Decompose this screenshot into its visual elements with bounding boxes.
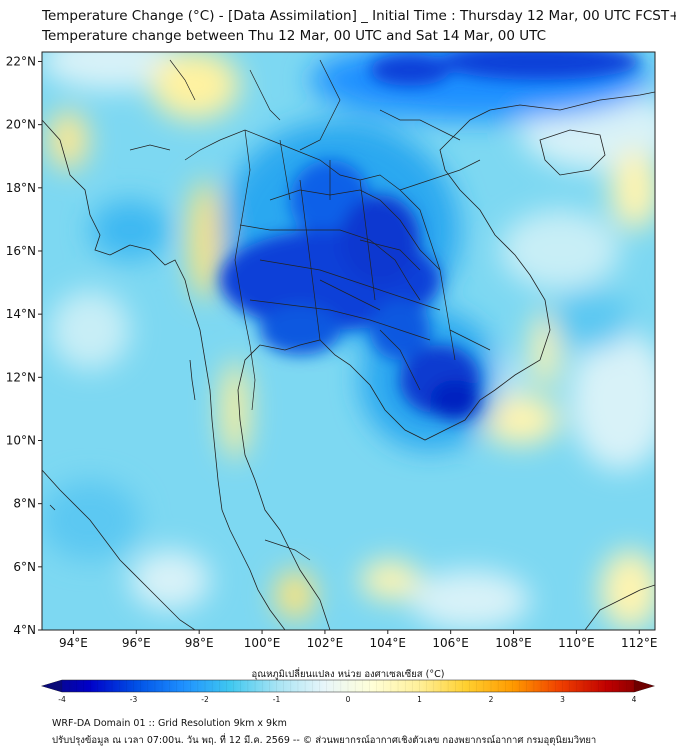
colorbar-ticks: -4 -3 -2 -1 0 1 2 3 4 (58, 695, 636, 704)
map-frame (41, 51, 656, 631)
lat-tick-label: 16°N (6, 244, 36, 258)
lat-tick-label: 20°N (6, 118, 36, 132)
colorbar-tick-label: 1 (417, 695, 422, 704)
lat-tick-label: 18°N (6, 181, 36, 195)
lon-tick-label: 108°E (495, 636, 532, 650)
temperature-field (42, 52, 655, 630)
lon-tick-label: 100°E (244, 636, 281, 650)
map-title: Temperature Change (°C) - [Data Assimila… (42, 8, 676, 24)
colorbar-max-arrow (634, 680, 654, 692)
lat-tick-label: 22°N (6, 54, 36, 68)
lon-tick-label: 102°E (307, 636, 344, 650)
lon-tick-label: 112°E (621, 636, 658, 650)
colorbar-tick-label: 3 (560, 695, 565, 704)
lat-tick-label: 12°N (6, 370, 36, 384)
colorbar-tick-label: 0 (346, 695, 351, 704)
lat-tick-label: 8°N (13, 497, 36, 511)
lon-tick-label: 106°E (432, 636, 469, 650)
lat-tick-label: 6°N (13, 560, 36, 574)
colorbar-tick-label: -1 (273, 695, 281, 704)
lon-tick-label: 98°E (185, 636, 214, 650)
lon-tick-label: 104°E (370, 636, 407, 650)
lon-tick-label: 96°E (122, 636, 151, 650)
colorbar-tick-label: -2 (201, 695, 209, 704)
footer-update-info: ปรับปรุงข้อมูล ณ เวลา 07:00น. วัน พฤ. ที… (52, 735, 597, 746)
colorbar-tick-label: 4 (632, 695, 637, 704)
latitude-axis: 4°N 6°N 8°N 10°N 12°N 14°N 16°N 18°N 20°N 22°N (6, 54, 42, 637)
colorbar-label: อุณหภูมิเปลี่ยนแปลง หน่วย องศาเซลเซียส (… (252, 667, 445, 680)
coastlines (42, 91, 655, 630)
lat-tick-label: 14°N (6, 307, 36, 321)
footer-model-info: WRF-DA Domain 01 :: Grid Resolution 9km … (52, 718, 287, 729)
borders (129, 59, 491, 561)
lat-tick-label: 4°N (13, 623, 36, 637)
colorbar-tick-label: -4 (58, 695, 66, 704)
lon-tick-label: 110°E (558, 636, 595, 650)
colorbar-tick-label: 2 (489, 695, 494, 704)
colorbar-min-arrow (42, 680, 62, 692)
map-subtitle: Temperature change between Thu 12 Mar, 0… (42, 28, 547, 44)
colorbar-tick-label: -3 (130, 695, 138, 704)
colorbar (40, 679, 656, 693)
lat-tick-label: 10°N (6, 433, 36, 447)
lon-tick-label: 94°E (59, 636, 88, 650)
longitude-axis: 94°E 96°E 98°E 100°E 102°E 104°E 106°E 108°E 110… (59, 630, 658, 650)
